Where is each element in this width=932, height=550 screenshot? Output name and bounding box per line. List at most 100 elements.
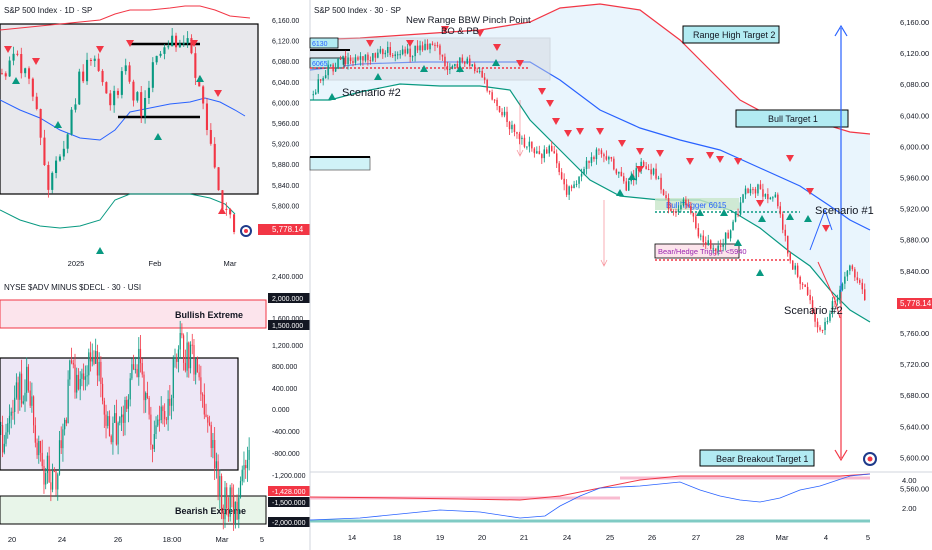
- candle: [814, 312, 816, 322]
- left-top-current-price: 5,778.14: [272, 225, 304, 234]
- bollinger-fill: [310, 4, 870, 322]
- candle: [707, 240, 709, 245]
- left-bottom-time-axis[interactable]: 20 24 26 18:00 Mar 5: [8, 535, 264, 544]
- candle: [635, 168, 637, 181]
- candle: [657, 177, 660, 179]
- candle: [121, 414, 123, 418]
- value-tick-badge: [268, 293, 310, 303]
- left-top-panel[interactable]: S&P 500 Index · 1D · SP 6,160.00 6,120.00…: [0, 0, 299, 268]
- candle: [27, 366, 29, 391]
- candle: [151, 62, 154, 88]
- time-tick-label: 5: [866, 533, 870, 542]
- candle: [652, 168, 655, 175]
- price-tick-label: 5,960.00: [272, 121, 299, 128]
- candle: [754, 189, 757, 194]
- candle: [131, 364, 133, 379]
- candle: [233, 214, 236, 232]
- range-high-target-label: Range High Target 2: [693, 30, 775, 40]
- candle: [474, 64, 476, 72]
- candle: [406, 48, 409, 54]
- candle: [190, 38, 193, 54]
- range-high-target-box[interactable]: [682, 25, 780, 44]
- main-time-axis[interactable]: 14 18 19 20 21 24 25 26 27 28 Mar 4 5: [348, 533, 870, 542]
- value-tick-label: 0.000: [272, 407, 290, 414]
- time-tick-label: Mar: [776, 533, 789, 542]
- candle: [214, 440, 216, 469]
- candle: [147, 87, 150, 98]
- candle: [560, 172, 563, 179]
- candle: [243, 465, 245, 470]
- candle: [132, 81, 135, 101]
- candle: [603, 154, 605, 157]
- candle: [531, 141, 533, 149]
- candle: [752, 189, 754, 191]
- candle: [58, 156, 61, 161]
- candle: [136, 92, 139, 101]
- candle: [24, 68, 27, 74]
- candle: [222, 511, 224, 520]
- candle: [794, 265, 796, 270]
- time-tick-label: 27: [692, 533, 700, 542]
- candle: [112, 422, 114, 443]
- candle: [357, 57, 359, 60]
- time-tick-label: 26: [114, 535, 122, 544]
- candle: [0, 425, 2, 427]
- candle: [496, 99, 498, 106]
- candle: [60, 440, 62, 449]
- candle: [8, 415, 11, 424]
- left-bottom-panel[interactable]: NYSE $ADV MINUS $DECL · 30 · USI Bullish…: [0, 268, 310, 550]
- candle: [51, 172, 54, 190]
- candle: [72, 362, 74, 365]
- bear-breakout-target-label: Bear Breakout Target 1: [716, 454, 808, 464]
- candle: [809, 295, 811, 301]
- bullish-extreme-zone: [0, 299, 267, 329]
- candle: [796, 265, 799, 277]
- triangle-up-icon: [786, 213, 794, 220]
- candle: [19, 373, 21, 400]
- left-top-time-axis[interactable]: 2025 Feb Mar: [68, 259, 237, 268]
- indicator-panel[interactable]: 4.00 2.00: [309, 471, 932, 523]
- candle: [364, 54, 367, 61]
- candle: [17, 382, 19, 400]
- candle: [352, 61, 354, 63]
- left-top-price-scale[interactable]: 6,160.00 6,120.00 6,080.00 6,040.00 6,000.00…: [272, 18, 299, 231]
- bear-breakout-target-box[interactable]: [699, 449, 815, 467]
- indicator-scale[interactable]: 4.00 2.00: [902, 476, 917, 513]
- candle: [312, 94, 314, 96]
- candle: [74, 364, 76, 393]
- candle: [454, 64, 456, 67]
- candle: [65, 419, 67, 424]
- candle: [186, 342, 188, 371]
- time-tick-label: 20: [478, 533, 486, 542]
- candle: [84, 376, 86, 380]
- candle: [389, 47, 391, 56]
- candle: [528, 141, 531, 147]
- time-tick-label: Mar: [224, 259, 237, 268]
- candle: [429, 43, 431, 50]
- triangle-down-icon: [564, 130, 572, 137]
- main-price-scale[interactable]: 6,160.00 6,120.00 6,080.00 6,040.00 6,000.00…: [900, 18, 929, 494]
- main-panel[interactable]: 6130 6065 Range High Target 2 Bull Targe…: [309, 0, 932, 550]
- scenario-2-right-label: Scenario #2: [784, 305, 843, 317]
- candle: [203, 394, 205, 415]
- candle: [86, 375, 88, 377]
- candle: [702, 235, 704, 243]
- left-top-axis[interactable]: 5,778.14: [268, 224, 310, 235]
- candle: [226, 487, 228, 508]
- bull-target-box[interactable]: [735, 109, 849, 128]
- value-tick-label: 400.000: [272, 386, 297, 393]
- candle: [667, 198, 670, 209]
- candle: [503, 111, 506, 116]
- time-tick-label: 20: [8, 535, 16, 544]
- price-tick-label: 6,120.00: [272, 39, 299, 46]
- candle: [26, 366, 28, 393]
- candle: [31, 78, 34, 97]
- bull-trigger-box[interactable]: [655, 198, 739, 210]
- candle: [782, 214, 784, 230]
- candle: [169, 398, 171, 406]
- candle: [245, 465, 247, 469]
- candle: [466, 58, 468, 64]
- candle: [670, 208, 672, 212]
